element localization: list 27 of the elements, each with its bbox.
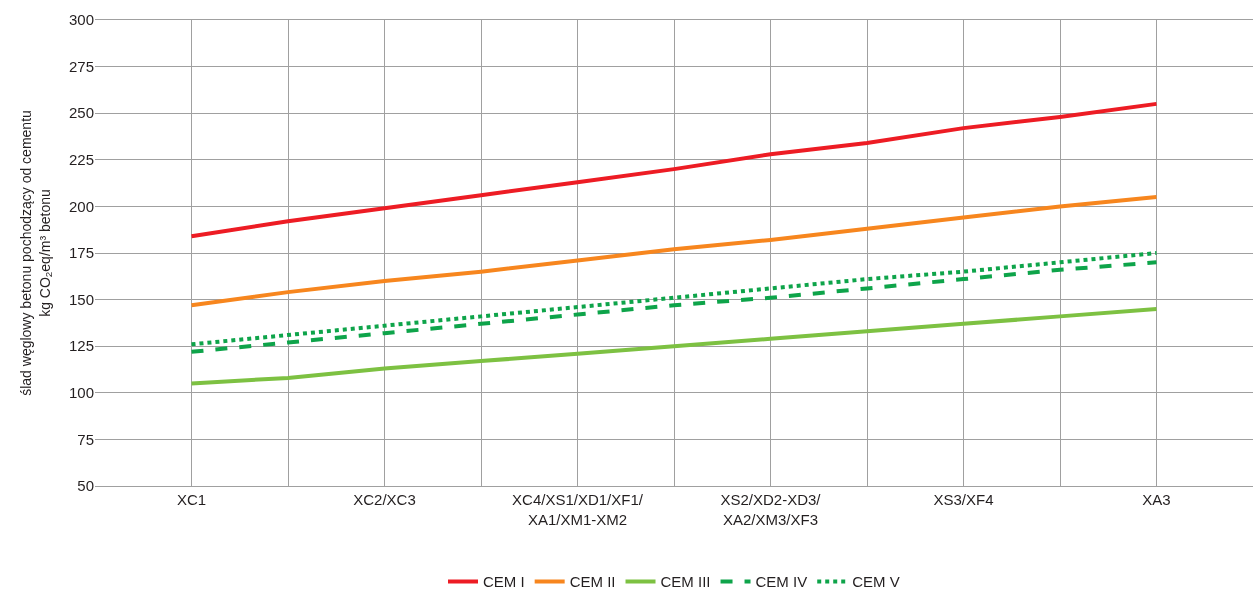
line-series xyxy=(189,306,1159,386)
y-tick-label: 175 xyxy=(68,244,94,262)
y-tick-label: 275 xyxy=(68,57,94,75)
line-series xyxy=(189,260,1159,354)
y-tick-label: 100 xyxy=(68,384,94,402)
x-tick-label: XS3/XF4 xyxy=(933,491,994,508)
x-tick-label: XC2/XC3 xyxy=(353,491,416,508)
line-series xyxy=(189,195,1159,308)
x-tick-label: XC1 xyxy=(176,491,207,508)
x-tick-label: XA3 xyxy=(1142,491,1171,508)
y-tick-label: 50 xyxy=(77,477,94,495)
y-tick-label: 150 xyxy=(68,290,94,308)
legend-label: CEM I xyxy=(483,573,525,591)
legend-label: CEM IV xyxy=(755,573,808,591)
y-tick-label: 225 xyxy=(68,151,94,169)
line-series xyxy=(189,101,1159,239)
legend-label: CEM III xyxy=(660,573,711,591)
y-tick-label: 250 xyxy=(68,104,94,122)
y-tick-label: 300 xyxy=(68,11,94,29)
x-tick-label: XC4/XS1/XD1/XF1/ XA1/XM1-XM2 xyxy=(512,491,644,528)
legend-label: CEM V xyxy=(852,573,900,591)
y-tick-label: 200 xyxy=(68,197,94,215)
x-tick-label: XS2/XD2-XD3/ XA2/XM3/XF3 xyxy=(720,491,822,528)
y-tick-label: 75 xyxy=(77,430,94,448)
legend-label: CEM II xyxy=(569,573,616,591)
line-series xyxy=(189,251,1159,347)
y-tick-label: 125 xyxy=(68,337,94,355)
